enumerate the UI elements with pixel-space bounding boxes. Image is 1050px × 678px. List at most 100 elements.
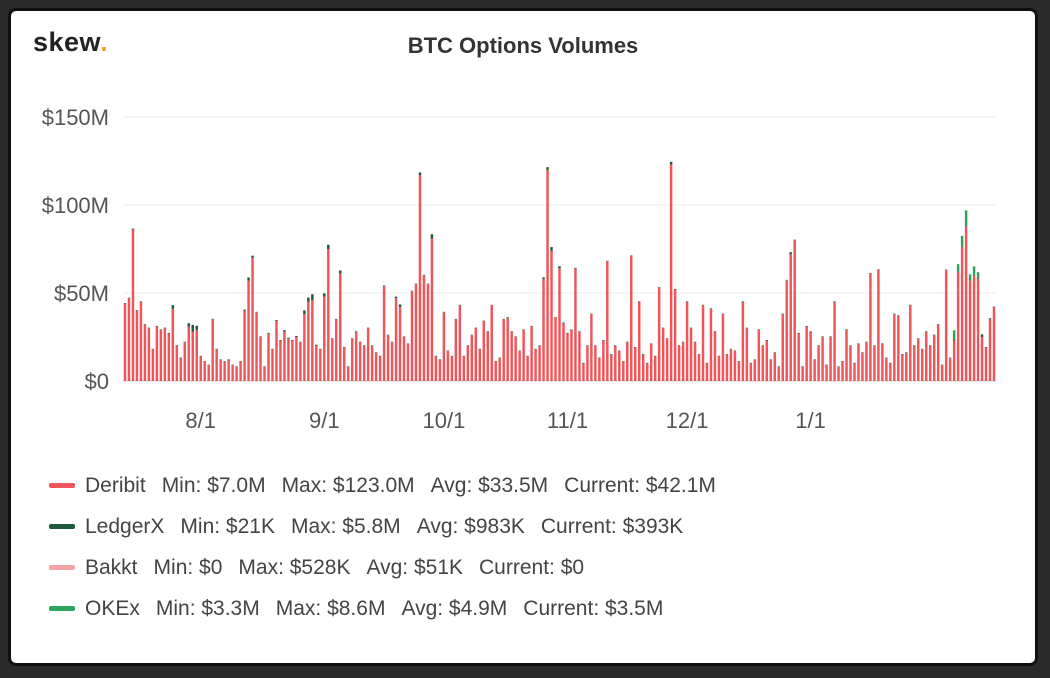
bar-ledgerx bbox=[538, 345, 541, 346]
bar-deribit bbox=[697, 354, 701, 381]
legend-item-okex[interactable]: OKEx Min: $3.3M Max: $8.6M Avg: $4.9M Cu… bbox=[49, 588, 716, 629]
bar-deribit bbox=[789, 254, 792, 381]
legend-item-ledgerx[interactable]: LedgerX Min: $21K Max: $5.8M Avg: $983K … bbox=[49, 506, 716, 547]
legend-max: Max: $5.8M bbox=[290, 514, 401, 538]
bar-ledgerx bbox=[191, 324, 194, 332]
bar-ledgerx bbox=[582, 362, 585, 364]
bar-ledgerx bbox=[653, 355, 657, 357]
bar-ledgerx bbox=[506, 317, 509, 318]
bar-ledgerx bbox=[171, 305, 175, 309]
bar-ledgerx bbox=[139, 301, 143, 302]
bar-ledgerx bbox=[657, 287, 661, 288]
bar-deribit bbox=[307, 301, 310, 381]
bar-ledgerx bbox=[948, 357, 952, 359]
legend-item-deribit[interactable]: Deribit Min: $7.0M Max: $123.0M Avg: $33… bbox=[49, 465, 716, 506]
bar-ledgerx bbox=[865, 341, 868, 343]
bar-deribit bbox=[749, 363, 753, 381]
bar-deribit bbox=[422, 275, 426, 381]
x-tick-label: 12/1 bbox=[666, 408, 709, 433]
bar-deribit bbox=[833, 301, 836, 381]
bar-deribit bbox=[602, 340, 605, 381]
bar-deribit bbox=[881, 344, 884, 381]
bar-deribit bbox=[362, 345, 366, 381]
bar-ledgerx bbox=[558, 266, 561, 269]
legend-min: Min: $21K bbox=[180, 514, 275, 538]
bar-ledgerx bbox=[195, 325, 198, 330]
bar-deribit bbox=[578, 331, 581, 381]
bar-ledgerx bbox=[490, 304, 493, 306]
bar-deribit bbox=[921, 349, 924, 381]
bar-deribit bbox=[944, 270, 948, 381]
bar-deribit bbox=[550, 250, 553, 381]
bar-ledgerx bbox=[972, 274, 976, 276]
bar-deribit bbox=[227, 359, 230, 381]
legend-series-name: LedgerX bbox=[85, 514, 165, 538]
bar-ledgerx bbox=[637, 301, 641, 302]
bar-ledgerx bbox=[199, 355, 202, 357]
bar-deribit bbox=[984, 347, 988, 381]
bar-deribit bbox=[195, 329, 198, 381]
bar-ledgerx bbox=[936, 324, 940, 325]
bar-ledgerx bbox=[622, 361, 625, 362]
bar-deribit bbox=[594, 345, 597, 381]
bar-deribit bbox=[514, 337, 517, 381]
bar-ledgerx bbox=[410, 290, 414, 292]
bar-deribit bbox=[343, 347, 346, 381]
bar-deribit bbox=[653, 356, 657, 381]
bar-deribit bbox=[885, 358, 888, 381]
bar-ledgerx bbox=[733, 350, 737, 352]
bar-ledgerx bbox=[944, 269, 948, 271]
bar-ledgerx bbox=[932, 334, 936, 336]
bar-okex bbox=[960, 235, 964, 247]
bar-deribit bbox=[805, 326, 808, 381]
bar-deribit bbox=[622, 361, 625, 381]
bar-deribit bbox=[626, 342, 629, 381]
bar-deribit bbox=[574, 268, 577, 381]
bar-deribit bbox=[346, 366, 350, 381]
bar-deribit bbox=[845, 329, 848, 381]
y-tick-label: $150M bbox=[42, 105, 109, 130]
bar-deribit bbox=[733, 351, 737, 381]
legend-current: Current: $42.1M bbox=[564, 473, 716, 497]
skew-logo[interactable]: skew. bbox=[33, 27, 108, 58]
bar-ledgerx bbox=[175, 345, 179, 346]
bar-ledgerx bbox=[626, 341, 629, 343]
bar-deribit bbox=[526, 356, 529, 381]
bar-deribit bbox=[769, 359, 773, 381]
bar-deribit bbox=[434, 356, 438, 381]
bar-ledgerx bbox=[901, 354, 904, 355]
bar-ledgerx bbox=[510, 331, 513, 332]
bar-ledgerx bbox=[841, 361, 844, 362]
bar-ledgerx bbox=[940, 364, 944, 366]
bar-ledgerx bbox=[422, 274, 426, 276]
bar-deribit bbox=[510, 331, 513, 381]
bar-deribit bbox=[801, 366, 804, 381]
bar-ledgerx bbox=[630, 255, 633, 257]
bar-ledgerx bbox=[689, 327, 693, 329]
legend-avg: Avg: $983K bbox=[416, 514, 525, 538]
bar-deribit bbox=[841, 361, 844, 381]
bar-ledgerx bbox=[721, 313, 725, 315]
bar-ledgerx bbox=[909, 304, 912, 306]
bar-deribit bbox=[139, 301, 143, 381]
bar-deribit bbox=[187, 326, 191, 381]
bar-deribit bbox=[773, 352, 776, 381]
bar-ledgerx bbox=[370, 345, 374, 346]
legend-current: Current: $0 bbox=[479, 555, 585, 579]
bar-ledgerx bbox=[462, 355, 466, 357]
bar-deribit bbox=[135, 310, 139, 381]
bar-ledgerx bbox=[346, 366, 350, 367]
bar-ledgerx bbox=[928, 345, 932, 346]
bar-ledgerx bbox=[315, 344, 318, 346]
bar-deribit bbox=[645, 363, 649, 381]
bar-ledgerx bbox=[992, 306, 996, 308]
bar-deribit bbox=[442, 312, 446, 381]
bar-ledgerx bbox=[845, 329, 848, 330]
bar-deribit bbox=[155, 326, 159, 381]
bar-ledgerx bbox=[745, 327, 749, 329]
bar-ledgerx bbox=[335, 318, 338, 320]
bar-deribit bbox=[219, 359, 222, 381]
bar-deribit bbox=[223, 361, 226, 381]
legend-swatch bbox=[49, 524, 75, 529]
legend-item-bakkt[interactable]: Bakkt Min: $0 Max: $528K Avg: $51K Curre… bbox=[49, 547, 716, 588]
